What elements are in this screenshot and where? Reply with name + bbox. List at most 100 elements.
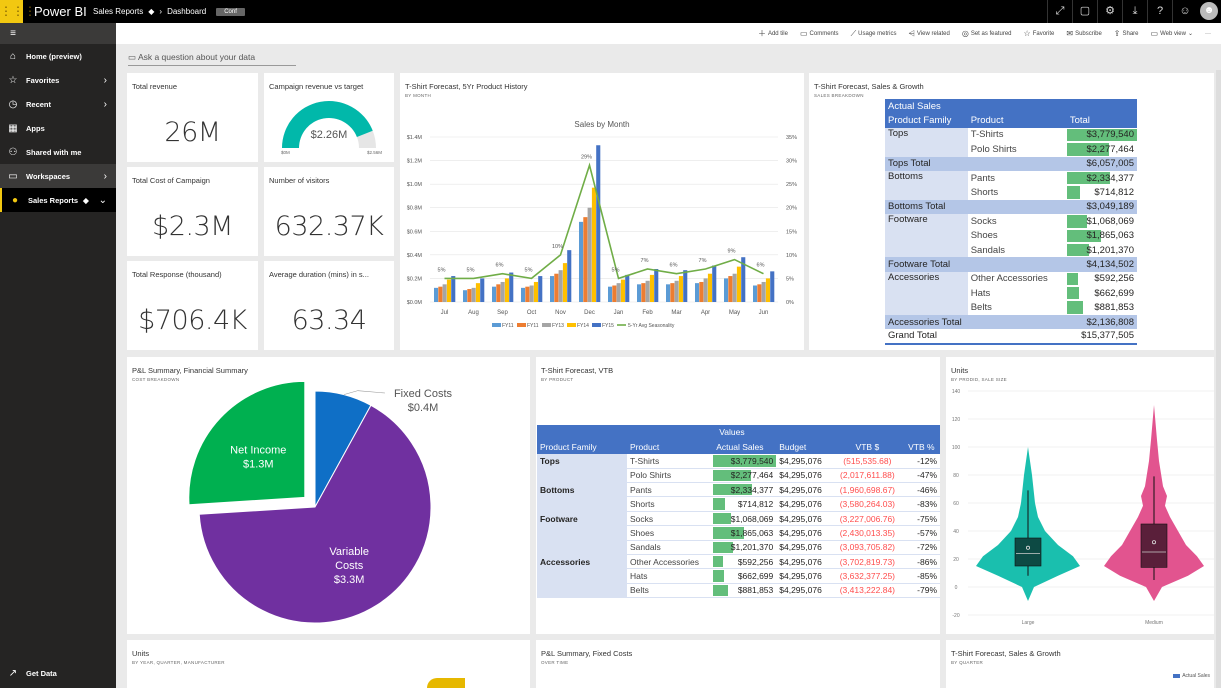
product-name: Pants <box>970 172 996 184</box>
kpi-tile-total-response[interactable]: Total Response (thousand) $706.4K <box>127 261 258 350</box>
sidebar-item-label: Sales Reports <box>28 195 79 205</box>
bar-fy13-dec <box>587 207 592 302</box>
sidebar-item-favorites[interactable]: ☆ Favorites › <box>0 68 116 92</box>
bar-fy11-aug <box>467 289 472 302</box>
arrow-up-right-icon: ↗ <box>8 667 18 679</box>
legend-label: FY11 <box>527 323 539 329</box>
vertical-scrollbar[interactable] <box>1216 70 1221 688</box>
vtb-dollar-value: (2,430,013.35) <box>839 527 896 538</box>
kpi-tile-avg-duration[interactable]: Average duration (mins) in s... 63.34 <box>264 261 394 350</box>
table-row: Sandals $1,201,370 $4,295,076 (3,093,705.82… <box>537 540 940 555</box>
table-row: Accessories Other Accessories $592,256 <box>885 271 1137 315</box>
sidebar-item-home-preview[interactable]: ⌂ Home (preview) <box>0 44 116 68</box>
bar-fy15-may <box>741 257 746 302</box>
bar-fy11-feb <box>641 283 646 302</box>
sidebar-item-shared-with-me[interactable]: ⚇ Shared with me <box>0 140 116 164</box>
qna-input[interactable]: ▭ Ask a question about your data <box>128 52 296 66</box>
y-tick-label: $0.0M <box>407 300 423 306</box>
data-bar <box>713 454 777 467</box>
gauge-tile[interactable]: Campaign revenue vs target $2.26M $0M $2… <box>264 73 394 162</box>
toolbar-share-button[interactable]: ⇪ Share <box>1114 29 1139 38</box>
bar-fy15-jan <box>625 274 630 302</box>
breadcrumb-dashboard[interactable]: Dashboard <box>167 7 207 16</box>
toolbar-view-related-button[interactable]: ⩤ View related <box>909 29 950 39</box>
chart-legend: Actual Sales <box>1173 673 1210 679</box>
sidebar-item-recent[interactable]: ◷ Recent › <box>0 92 116 116</box>
actual-sales-cell: $592,256 <box>713 555 776 569</box>
sales-growth-tile[interactable]: T-Shirt Forecast, Sales & Growth SALES B… <box>809 73 1214 350</box>
kpi-tile-total-cost[interactable]: Total Cost of Campaign $2.3M <box>127 167 258 256</box>
tile-subtitle: COST BREAKDOWN <box>132 377 180 382</box>
avatar-icon[interactable]: ☻ <box>1200 2 1218 20</box>
toolbar-favorite-button[interactable]: ☆ Favorite <box>1024 29 1055 38</box>
bar-fy14-aug <box>475 283 480 302</box>
help-icon[interactable]: ? <box>1147 0 1172 23</box>
fixed-costs-tile[interactable]: P&L Summary, Fixed Costs OVER TIME <box>536 640 940 688</box>
bar-fy14-mar <box>678 276 683 302</box>
bar-fy13-mar <box>674 280 679 302</box>
vtb-dollar-value: (3,093,705.82) <box>839 542 896 553</box>
tile-subtitle: BY MONTH <box>405 93 432 98</box>
vtb-percent-value: -12% <box>917 455 937 466</box>
total-cell: $592,256 <box>1066 272 1137 286</box>
y-tick-label: 100 <box>952 445 961 451</box>
smiley-icon[interactable]: ☺ <box>1172 0 1197 23</box>
kpi-value: 63.34 <box>291 305 367 336</box>
bar-fy15-jun <box>770 271 775 302</box>
bar-fy11-jul <box>434 287 439 302</box>
actual-sales-cell: $1,201,370 <box>713 540 776 554</box>
y2-tick-label: 0% <box>786 300 794 306</box>
app-launcher-icon[interactable]: ⋮⋮⋮ <box>0 0 36 23</box>
total-cell: $2,277,464 <box>1066 142 1137 156</box>
data-bar <box>713 498 726 510</box>
workspaces-icon: ▭ <box>8 170 18 182</box>
toolbar-comments-button[interactable]: ▭ Comments <box>800 29 839 38</box>
toolbar-usage-metrics-button[interactable]: ⟋ Usage metrics <box>851 29 897 39</box>
kpi-tile-total-revenue[interactable]: Total revenue 26M <box>127 73 258 162</box>
sidebar-item-sales-reports[interactable]: ● Sales Reports ◆ ⌄ <box>0 188 116 212</box>
sidebar-item-label: Home (preview) <box>26 51 82 61</box>
sidebar-item-label: Favorites <box>26 75 60 85</box>
actual-sales-cell: $662,699 <box>713 569 776 583</box>
units-by-year-tile[interactable]: Units BY YEAR, QUARTER, MANUFACTURER <box>127 640 530 688</box>
actual-sales-value: $1,201,370 <box>730 542 774 553</box>
sales-by-month-tile[interactable]: T-Shirt Forecast, 5Yr Product History BY… <box>400 73 804 350</box>
product-name: T-Shirts <box>630 455 660 466</box>
sales-growth-quarter-tile[interactable]: T-Shirt Forecast, Sales & Growth BY QUART… <box>946 640 1214 688</box>
kpi-tile-visitors[interactable]: Number of visitors 632.37K <box>264 167 394 256</box>
subtotal-label: Accessories Total <box>888 316 962 328</box>
bar-fy13-may <box>732 273 737 302</box>
comment-icon[interactable]: ▢ <box>1072 0 1097 23</box>
shared-icon: ⚇ <box>8 146 18 158</box>
units-violin-tile[interactable]: Units BY PRODID, SALE SIZE -20 0 20 40 60 80 1… <box>946 357 1214 634</box>
vtb-percent-value: -47% <box>917 470 937 481</box>
actual-sales-value: $714,812 <box>737 499 774 510</box>
pl-summary-tile[interactable]: P&L Summary, Financial Summary COST BREA… <box>127 357 530 634</box>
actual-sales-cell: $881,853 <box>713 583 776 597</box>
download-icon[interactable]: ⤓ <box>1122 0 1147 23</box>
vtb-tile[interactable]: T-Shirt Forecast, VTB BY PRODUCT Values P… <box>536 357 940 634</box>
sidebar-item-apps[interactable]: ▦ Apps <box>0 116 116 140</box>
subtotal-row: Accessories Total $2,136,808 <box>885 314 1137 330</box>
data-bar <box>1066 143 1110 156</box>
sidebar-item-workspaces[interactable]: ▭ Workspaces › <box>0 164 116 188</box>
product-name: Sandals <box>630 542 661 553</box>
subtotal-row: Tops Total $6,057,005 <box>885 156 1137 171</box>
vtb-percent-value: -75% <box>917 513 937 524</box>
get-data-button[interactable]: ↗ Get Data <box>0 661 116 685</box>
breadcrumb-workspace[interactable]: Sales Reports <box>93 7 144 16</box>
toolbar-set-as-featured-button[interactable]: ◎ Set as featured <box>962 29 1012 38</box>
app-name[interactable]: Power BI <box>34 4 87 19</box>
expand-icon[interactable]: ⤢ <box>1047 0 1072 23</box>
toolbar-subscribe-button[interactable]: ✉ Subscribe <box>1066 29 1101 38</box>
toolbar-add-tile-button[interactable]: ＋ Add tile <box>758 28 788 39</box>
toolbar-web-view-button[interactable]: ▭ Web view ⌄ <box>1151 29 1194 38</box>
violin-mean-marker <box>1026 545 1031 550</box>
chevron-down-icon[interactable]: ⌄ <box>98 194 107 206</box>
column-header: VTB % <box>908 441 935 452</box>
hamburger-menu[interactable]: ≡ <box>0 23 116 44</box>
more-options-button[interactable]: ··· <box>1205 30 1211 37</box>
data-bar <box>713 584 728 597</box>
column-header: VTB $ <box>855 441 880 452</box>
gear-icon[interactable]: ⚙ <box>1097 0 1122 23</box>
